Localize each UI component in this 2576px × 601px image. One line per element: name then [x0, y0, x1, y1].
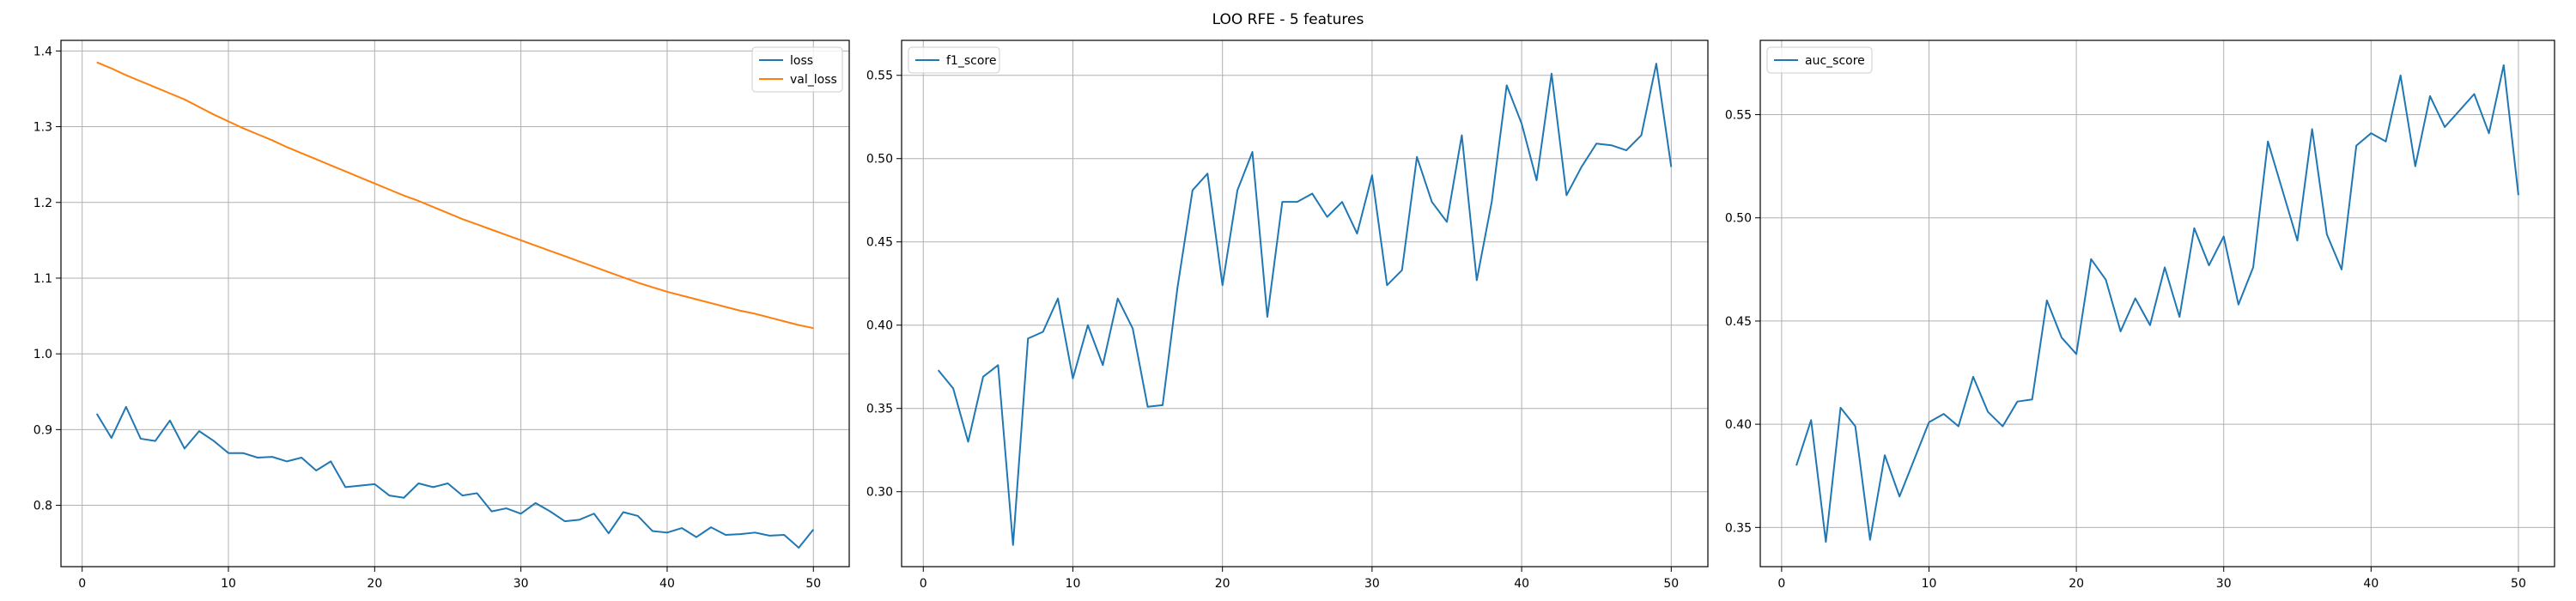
legend: auc_score	[1766, 46, 1873, 74]
y-tick-label: 0.35	[866, 403, 893, 416]
y-tick-label: 1.1	[33, 272, 52, 286]
axes-frame	[901, 39, 1709, 568]
y-tick-label: 1.0	[33, 348, 52, 361]
x-tick-label: 20	[2069, 577, 2084, 591]
y-tick-label: 0.8	[33, 500, 52, 513]
legend-label-val-loss: val_loss	[790, 73, 837, 87]
loss-chart: 0 10 20 30 40 50 0.8 0.9 1.0 1.1 1.2 1.3 1.4 loss val_…	[33, 39, 850, 591]
y-tick-label: 0.35	[1725, 521, 1752, 535]
plot-area	[61, 40, 849, 567]
x-tick-label: 0	[1777, 577, 1785, 591]
y-tick-label: 0.50	[1725, 212, 1752, 226]
y-tick-label: 0.45	[1725, 315, 1752, 329]
x-tick-label: 40	[659, 577, 675, 591]
y-tick-label: 1.4	[33, 45, 52, 58]
x-tick-label: 30	[513, 577, 529, 591]
x-tick-label: 30	[1364, 577, 1380, 591]
x-tick-label: 40	[2363, 577, 2379, 591]
x-tick-label: 20	[367, 577, 382, 591]
y-tick-label: 0.45	[866, 236, 893, 250]
legend: loss val_loss	[751, 46, 843, 93]
series-line-loss	[95, 405, 815, 549]
series-line-val-loss	[96, 61, 814, 330]
y-tick-label: 1.2	[33, 197, 52, 210]
x-tick-label: 10	[1066, 577, 1081, 591]
legend-label-loss: loss	[790, 54, 813, 68]
legend-label-auc-score: auc_score	[1805, 54, 1865, 68]
y-tick-label: 1.3	[33, 121, 52, 135]
y-tick-label: 0.40	[1725, 418, 1752, 432]
y-tick-label: 0.55	[1725, 109, 1752, 123]
legend-box	[1766, 46, 1873, 74]
x-tick-label: 50	[1663, 577, 1679, 591]
legend-label-f1-score: f1_score	[946, 54, 996, 68]
x-tick-label: 10	[221, 577, 236, 591]
y-tick-label: 0.50	[866, 153, 893, 167]
x-tick-label: 0	[78, 577, 86, 591]
axes-frame	[60, 39, 850, 568]
auc-score-chart: 0 10 20 30 40 50 0.35 0.40 0.45 0.50 0.55 auc_score	[1725, 39, 2555, 591]
x-tick-label: 50	[805, 577, 821, 591]
y-tick-label: 0.55	[866, 70, 893, 83]
plot-area	[902, 40, 1708, 567]
x-tick-label: 30	[2216, 577, 2232, 591]
axes-frame	[1759, 39, 2555, 568]
y-tick-label: 0.9	[33, 423, 52, 437]
x-tick-label: 10	[1922, 577, 1937, 591]
x-tick-label: 50	[2511, 577, 2526, 591]
y-tick-label: 0.40	[866, 319, 893, 333]
x-tick-label: 20	[1215, 577, 1230, 591]
series-line-f1-score	[937, 63, 1673, 546]
series-line-auc-score	[1795, 64, 2519, 543]
x-tick-label: 0	[920, 577, 927, 591]
f1-score-chart: 0 10 20 30 40 50 0.30 0.35 0.40 0.45 0.50 0.55 f1_sc…	[866, 39, 1709, 591]
legend-box	[908, 46, 1000, 74]
legend-box	[751, 46, 843, 93]
legend: f1_score	[908, 46, 1000, 74]
x-tick-label: 40	[1514, 577, 1529, 591]
y-tick-label: 0.30	[866, 486, 893, 500]
figure-title: LOO RFE - 5 features	[1212, 11, 1364, 28]
